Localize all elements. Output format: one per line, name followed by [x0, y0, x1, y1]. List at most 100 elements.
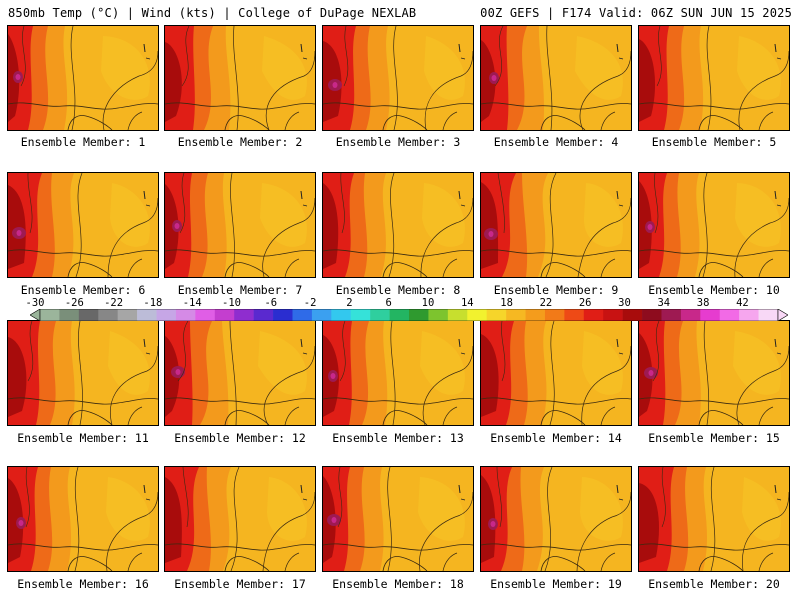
member-caption: Ensemble Member: 20 — [648, 577, 780, 591]
member-map-panel — [7, 172, 159, 278]
member-caption: Ensemble Member: 3 — [335, 135, 461, 149]
colorbar-segment — [350, 309, 371, 321]
colorbar-segment — [739, 309, 759, 321]
member-map-panel — [638, 466, 790, 572]
member-caption: Ensemble Member: 1 — [20, 135, 146, 149]
member-map-panel — [480, 320, 632, 426]
colorbar-segment — [234, 309, 254, 321]
colorbar-segment — [603, 309, 623, 321]
member-caption: Ensemble Member: 10 — [648, 283, 780, 297]
member-map-panel — [480, 466, 632, 572]
colorbar-segment — [253, 309, 274, 321]
member-map-panel — [638, 25, 790, 131]
colorbar-tick-label: -22 — [104, 297, 124, 309]
member-map-panel — [638, 320, 790, 426]
colorbar-tick-label: 18 — [500, 297, 513, 309]
colorbar-segment — [175, 309, 196, 321]
colorbar-tick-label: -26 — [64, 297, 84, 309]
member-caption: Ensemble Member: 4 — [493, 135, 619, 149]
member-map-panel — [164, 320, 316, 426]
member-caption: Ensemble Member: 18 — [332, 577, 464, 591]
colorbar-segment — [583, 309, 604, 321]
member-map-panel — [480, 25, 632, 131]
colorbar-segment — [467, 309, 487, 321]
colorbar-tick-label: 34 — [657, 297, 671, 309]
colorbar-segment — [544, 309, 565, 321]
member-caption: Ensemble Member: 6 — [20, 283, 146, 297]
member-caption: Ensemble Member: 8 — [335, 283, 461, 297]
colorbar-tick-label: 10 — [421, 297, 435, 309]
colorbar-tick-label: 42 — [736, 297, 749, 309]
colorbar-segment — [525, 309, 546, 321]
colorbar-segment — [273, 309, 293, 321]
colorbar-segment — [292, 309, 313, 321]
colorbar-tick-label: -14 — [182, 297, 202, 309]
colorbar-segment — [59, 309, 80, 321]
member-map-panel — [322, 172, 474, 278]
colorbar-tick-label: -18 — [143, 297, 163, 309]
member-map-panel — [480, 172, 632, 278]
colorbar-segment — [661, 309, 682, 321]
colorbar-tick-label: 14 — [460, 297, 474, 309]
colorbar-tick-label: 30 — [618, 297, 631, 309]
colorbar-segment — [331, 309, 352, 321]
member-caption: Ensemble Member: 13 — [332, 431, 464, 445]
colorbar-segment — [409, 309, 429, 321]
colorbar-tick-label: 6 — [385, 297, 392, 309]
member-caption: Ensemble Member: 16 — [17, 577, 149, 591]
colorbar-tick-label: 2 — [346, 297, 353, 309]
colorbar-tick-label: 26 — [578, 297, 592, 309]
colorbar-segment — [40, 309, 60, 321]
colorbar-tick-label: 38 — [696, 297, 710, 309]
colorbar-segment — [98, 309, 118, 321]
colorbar-segment — [311, 309, 332, 321]
colorbar-tick-label: -6 — [264, 297, 278, 309]
colorbar-segment — [719, 309, 740, 321]
temperature-colorbar — [30, 309, 788, 321]
colorbar-low-arrow — [30, 309, 41, 321]
colorbar-segment — [486, 309, 507, 321]
member-caption: Ensemble Member: 5 — [651, 135, 777, 149]
member-map-panel — [638, 172, 790, 278]
colorbar-segment — [117, 309, 138, 321]
colorbar-segment — [137, 309, 157, 321]
member-map-panel — [7, 320, 159, 426]
colorbar-segment — [156, 309, 177, 321]
colorbar-tick-label: -2 — [303, 297, 317, 309]
colorbar-segment — [389, 309, 410, 321]
colorbar-segment — [370, 309, 390, 321]
map-title: 850mb Temp (°C) | Wind (kts) | College o… — [8, 6, 417, 20]
colorbar-tick-label: -10 — [222, 297, 241, 309]
colorbar-high-arrow — [777, 309, 788, 321]
colorbar-tick-label: -30 — [25, 297, 45, 309]
colorbar-segment — [680, 309, 701, 321]
colorbar-segment — [214, 309, 235, 321]
member-map-panel — [322, 25, 474, 131]
member-map-panel — [164, 172, 316, 278]
colorbar-segment — [758, 309, 779, 321]
member-caption: Ensemble Member: 17 — [174, 577, 306, 591]
colorbar-segment — [700, 309, 721, 321]
member-map-panel — [7, 25, 159, 131]
colorbar-segment — [428, 309, 449, 321]
member-map-panel — [164, 25, 316, 131]
colorbar-segment — [622, 309, 643, 321]
member-map-panel — [322, 466, 474, 572]
colorbar-segment — [78, 309, 99, 321]
member-caption: Ensemble Member: 9 — [493, 283, 619, 297]
member-map-panel — [322, 320, 474, 426]
run-valid-time: 00Z GEFS | F174 Valid: 06Z SUN JUN 15 20… — [480, 6, 792, 20]
colorbar-tick-label: 22 — [539, 297, 553, 309]
member-caption: Ensemble Member: 2 — [177, 135, 303, 149]
member-map-panel — [164, 466, 316, 572]
colorbar-segment — [642, 309, 662, 321]
colorbar-segment — [506, 309, 526, 321]
colorbar-segment — [195, 309, 216, 321]
member-caption: Ensemble Member: 11 — [17, 431, 149, 445]
member-caption: Ensemble Member: 14 — [490, 431, 622, 445]
member-caption: Ensemble Member: 15 — [648, 431, 780, 445]
member-caption: Ensemble Member: 19 — [490, 577, 622, 591]
colorbar-segment — [564, 309, 585, 321]
member-caption: Ensemble Member: 12 — [174, 431, 306, 445]
member-map-panel — [7, 466, 159, 572]
